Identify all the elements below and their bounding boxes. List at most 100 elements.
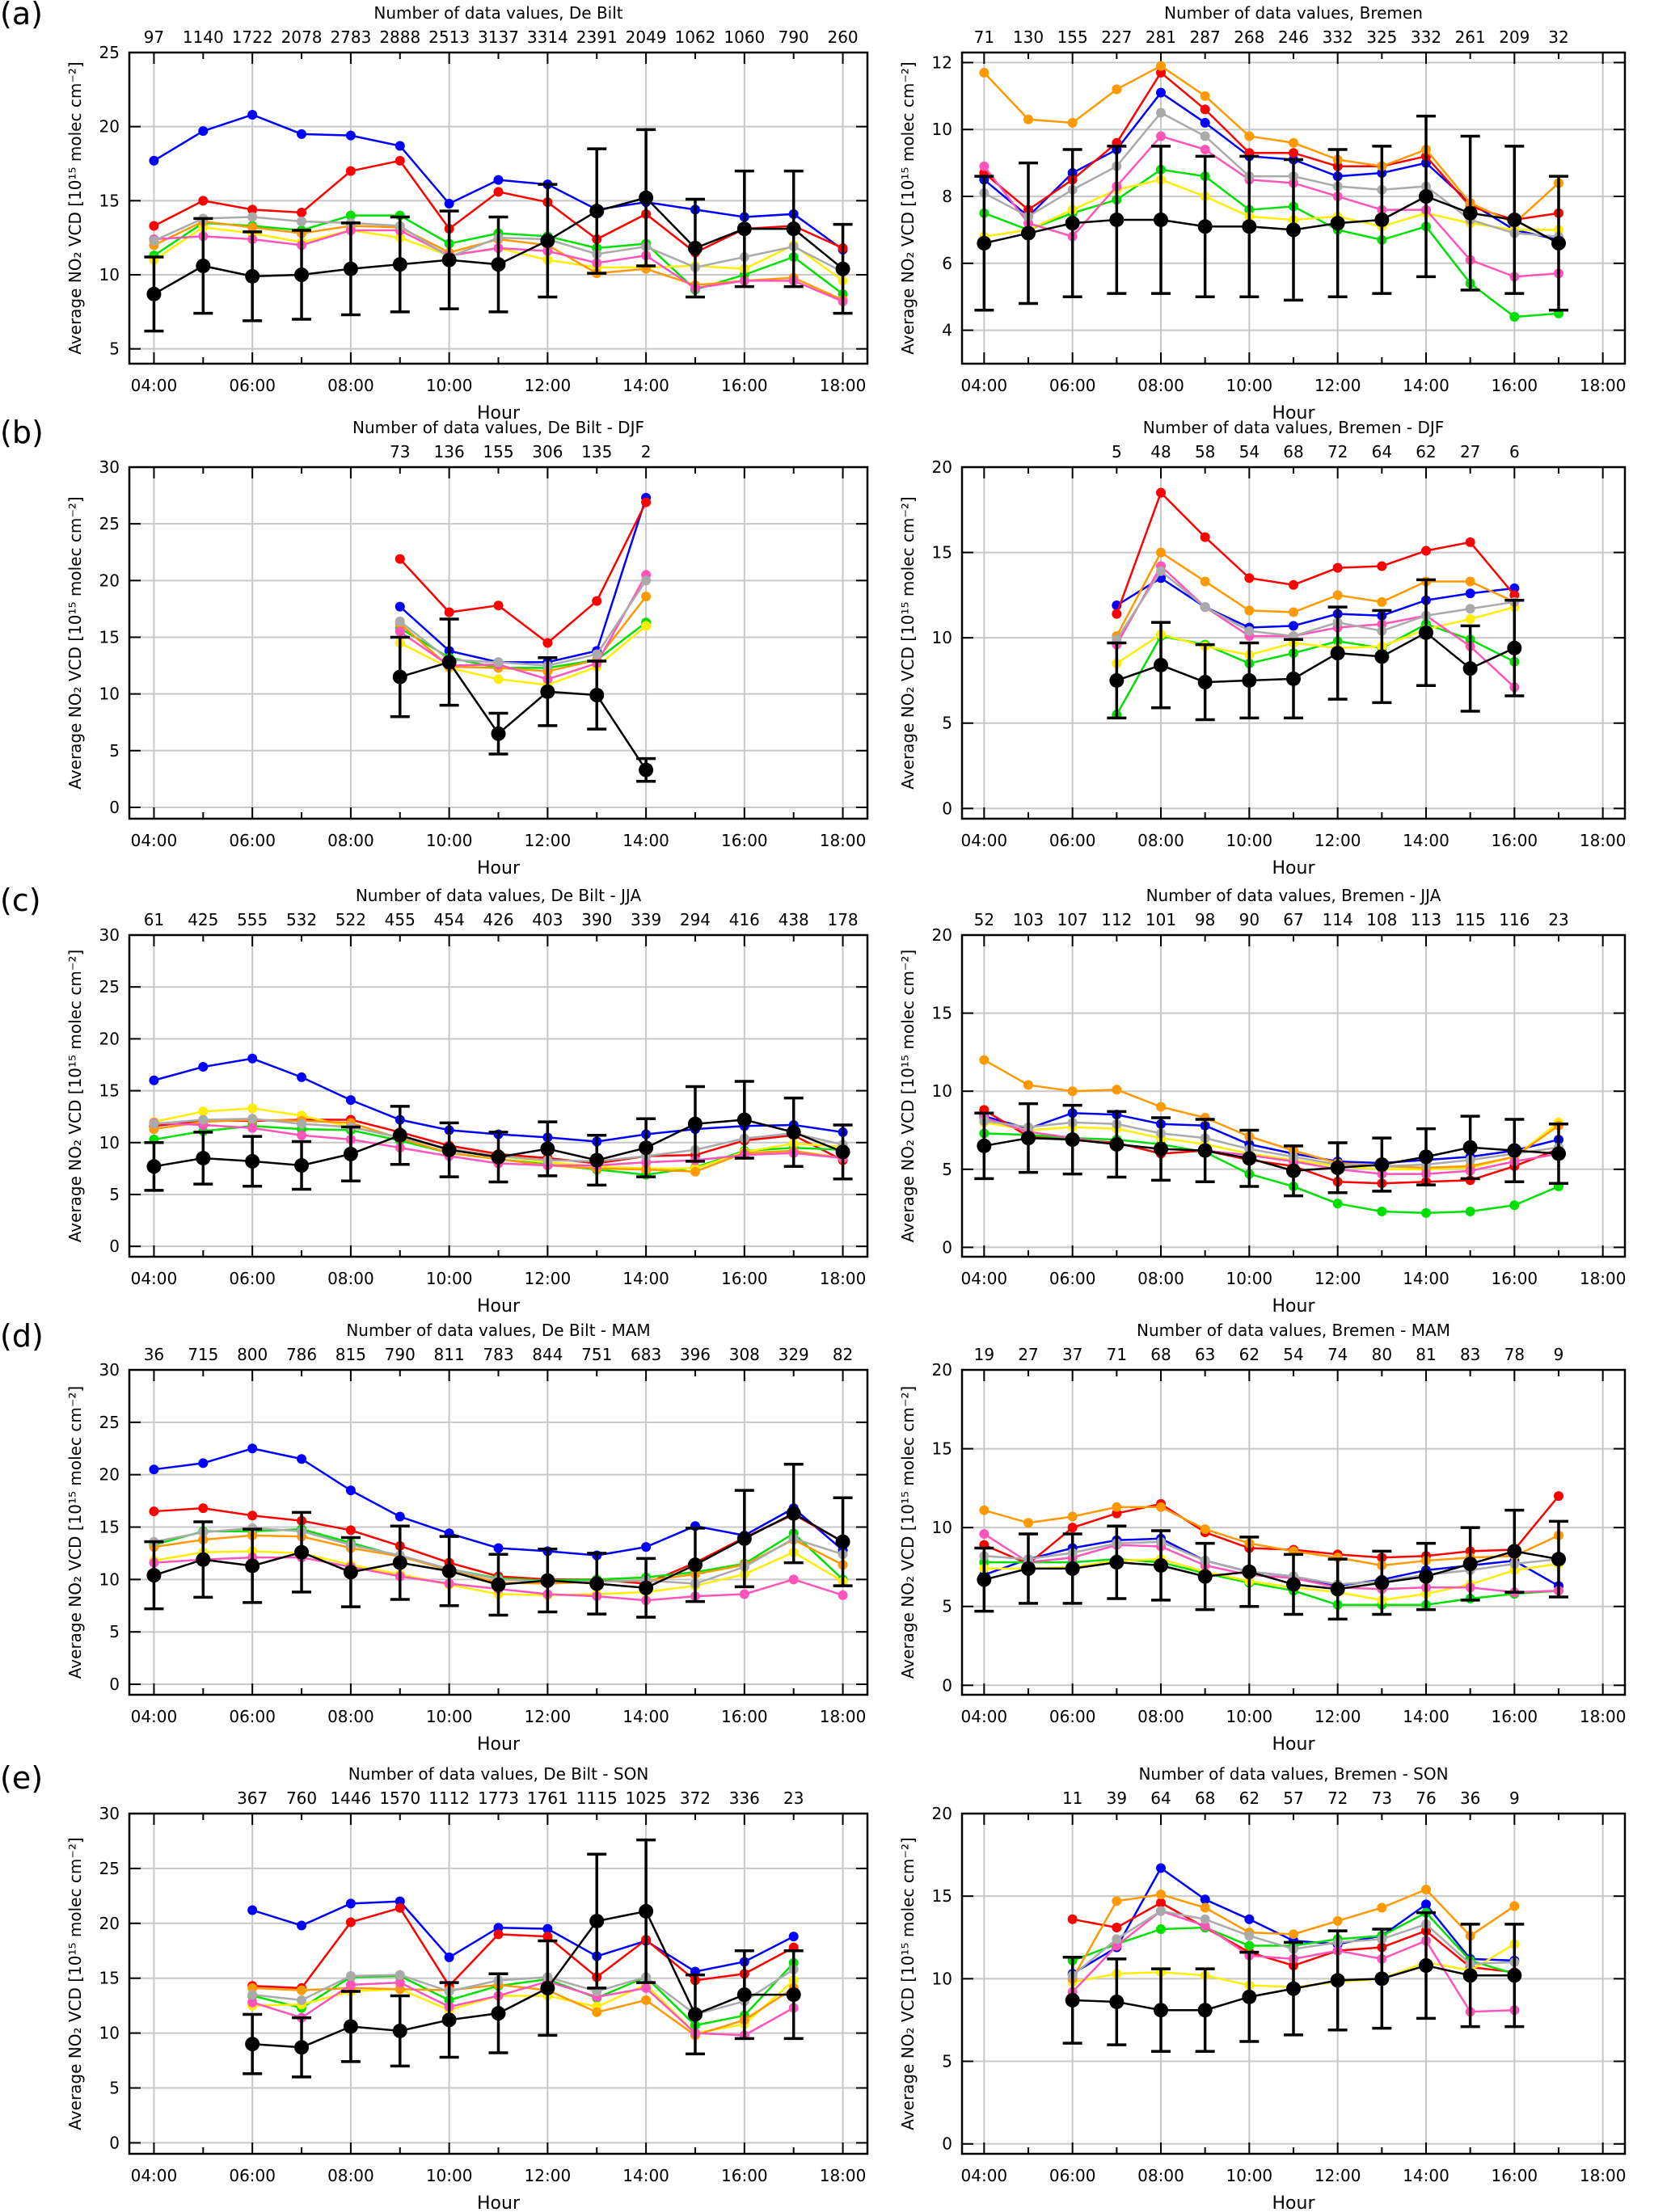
data-point: [589, 1576, 605, 1591]
data-point: [1377, 596, 1387, 607]
data-point: [1109, 212, 1125, 227]
count-label: 403: [532, 910, 563, 929]
series-line: [983, 1111, 1559, 1165]
y-tick-label: 0: [942, 2134, 952, 2154]
count-label: 62: [1416, 442, 1436, 461]
y-tick-label: 0: [942, 1675, 952, 1695]
data-point: [493, 674, 504, 685]
x-tick-label: 08:00: [327, 376, 374, 395]
count-label: 136: [434, 442, 465, 461]
data-point: [592, 649, 602, 659]
y-tick-label: 5: [942, 1597, 952, 1616]
data-point: [1289, 148, 1298, 158]
x-axis-label: Hour: [477, 2193, 521, 2212]
chart-b-bremen: 04:00 06:00 08:00 10:00 12:00 14:00 16:00 18:00…: [898, 418, 1626, 878]
data-point: [1289, 1929, 1298, 1940]
grid-lines: [129, 934, 867, 1257]
data-point: [1112, 609, 1122, 619]
data-point: [198, 1503, 209, 1514]
data-point: [1509, 312, 1520, 322]
x-tick-label: 14:00: [1403, 831, 1449, 850]
x-tick-label: 16:00: [721, 831, 768, 850]
y-tick-label: 20: [932, 925, 952, 945]
data-point: [736, 1531, 752, 1546]
data-point: [395, 1902, 405, 1913]
data-point: [149, 235, 159, 246]
data-point: [149, 1075, 159, 1085]
x-tick-label: 16:00: [721, 1707, 768, 1726]
row-label-d: (d): [0, 1318, 44, 1354]
data-point: [1156, 1502, 1166, 1512]
data-point: [1200, 1902, 1210, 1913]
data-point: [491, 257, 506, 272]
series-line: [1116, 576, 1515, 629]
data-point: [1156, 1924, 1166, 1935]
count-label: 57: [1283, 1789, 1303, 1808]
series-orange: [979, 61, 1563, 229]
count-label: 112: [1101, 910, 1132, 929]
data-point: [198, 1062, 209, 1072]
count-label: 9: [1509, 1789, 1520, 1808]
count-label: 367: [237, 1789, 268, 1808]
x-tick-label: 16:00: [1492, 831, 1538, 850]
x-tick-label: 14:00: [622, 831, 669, 850]
y-tick-label: 0: [109, 2133, 120, 2152]
count-label: 23: [783, 1789, 804, 1808]
count-label: 790: [779, 27, 809, 47]
data-point: [1377, 1902, 1387, 1913]
count-label: 62: [1239, 1345, 1260, 1364]
data-point: [1023, 114, 1033, 124]
data-point: [641, 621, 652, 631]
data-point: [196, 1552, 211, 1567]
data-point: [1154, 1141, 1168, 1157]
data-point: [979, 67, 990, 78]
data-point: [687, 1557, 703, 1573]
data-point: [736, 221, 752, 237]
data-point: [639, 1140, 654, 1156]
data-point: [444, 199, 454, 209]
data-point: [977, 1572, 992, 1587]
x-tick-label: 08:00: [1137, 1269, 1184, 1288]
data-point: [1244, 1914, 1255, 1924]
count-label: 2: [641, 442, 652, 461]
count-label: 107: [1057, 910, 1088, 929]
y-tick-label: 0: [942, 1237, 952, 1257]
chart-title: Number of data values, Bremen - SON: [1138, 1764, 1448, 1784]
data-point: [1200, 91, 1210, 101]
series-line: [984, 1136, 1559, 1173]
series-black: [974, 1508, 1568, 1621]
x-tick-label: 12:00: [525, 831, 572, 850]
series-line: [251, 1900, 795, 1973]
x-tick-label: 18:00: [1580, 831, 1627, 850]
series-line: [252, 1907, 795, 1990]
series-line: [983, 1495, 1559, 1565]
data-point: [297, 1454, 307, 1464]
count-label: 67: [1283, 910, 1303, 929]
data-point: [392, 669, 407, 685]
x-axis-label: Hour: [1272, 858, 1316, 878]
x-tick-label: 16:00: [1492, 376, 1538, 395]
data-point: [786, 1124, 801, 1140]
y-tick-label: 0: [109, 1675, 120, 1694]
data-point: [1242, 1989, 1257, 2004]
data-point: [1289, 607, 1298, 617]
data-point: [1242, 672, 1257, 688]
data-point: [1332, 590, 1343, 600]
y-tick-label: 30: [99, 1804, 120, 1823]
x-tick-label: 14:00: [1403, 1269, 1449, 1288]
chart-a-bremen: 04:00 06:00 08:00 10:00 12:00 14:00 16:00 18:00…: [898, 3, 1626, 423]
data-point: [979, 1528, 990, 1539]
x-tick-label: 04:00: [131, 376, 178, 395]
data-point: [1465, 604, 1475, 614]
series-line: [984, 1119, 1559, 1168]
data-point: [977, 1138, 992, 1153]
data-point: [245, 1153, 260, 1169]
y-axis-label: Average NO₂ VCD [10¹⁵ molec cm⁻²]: [898, 1386, 918, 1679]
data-point: [345, 1898, 356, 1909]
y-tick-label: 10: [99, 265, 120, 284]
y-tick-label: 0: [942, 798, 952, 818]
data-point: [1065, 1561, 1080, 1576]
plot-frame: [960, 933, 1627, 1258]
data-point: [247, 1053, 258, 1064]
x-tick-label: 12:00: [1314, 1707, 1361, 1726]
